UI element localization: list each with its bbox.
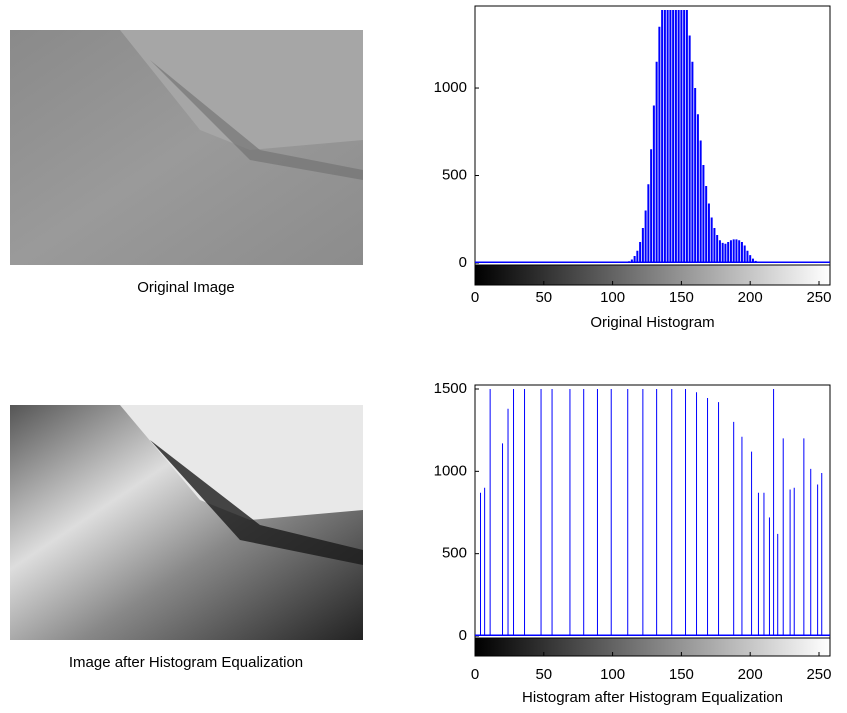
equalized-image — [10, 405, 363, 640]
x-tick-label: 0 — [471, 289, 479, 306]
x-axis-label: Histogram after Histogram Equalization — [522, 689, 783, 706]
x-tick-label: 100 — [600, 289, 625, 306]
x-tick-label: 0 — [471, 666, 479, 683]
y-tick-label: 500 — [442, 545, 467, 562]
x-tick-label: 250 — [806, 289, 831, 306]
x-tick-label: 200 — [738, 666, 763, 683]
x-tick-label: 150 — [669, 666, 694, 683]
image-caption: Original Image — [137, 279, 235, 296]
x-tick-label: 250 — [806, 666, 831, 683]
y-tick-label: 1000 — [434, 79, 467, 96]
y-tick-label: 500 — [442, 166, 467, 183]
image-caption: Image after Histogram Equalization — [69, 654, 303, 671]
y-tick-label: 0 — [459, 627, 467, 644]
x-tick-label: 50 — [535, 289, 552, 306]
plot-frame — [474, 5, 831, 286]
colorbar — [474, 637, 831, 657]
stems — [475, 389, 830, 636]
x-tick-label: 50 — [535, 666, 552, 683]
x-tick-label: 200 — [738, 289, 763, 306]
y-tick-label: 0 — [459, 254, 467, 271]
y-tick-label: 1000 — [434, 462, 467, 479]
x-tick-label: 150 — [669, 289, 694, 306]
colorbar — [474, 264, 831, 286]
plot-frame — [474, 384, 831, 657]
x-tick-label: 100 — [600, 666, 625, 683]
stems — [475, 10, 830, 263]
x-axis-label: Original Histogram — [590, 314, 714, 331]
original-image — [10, 30, 363, 265]
y-tick-label: 1500 — [434, 380, 467, 397]
